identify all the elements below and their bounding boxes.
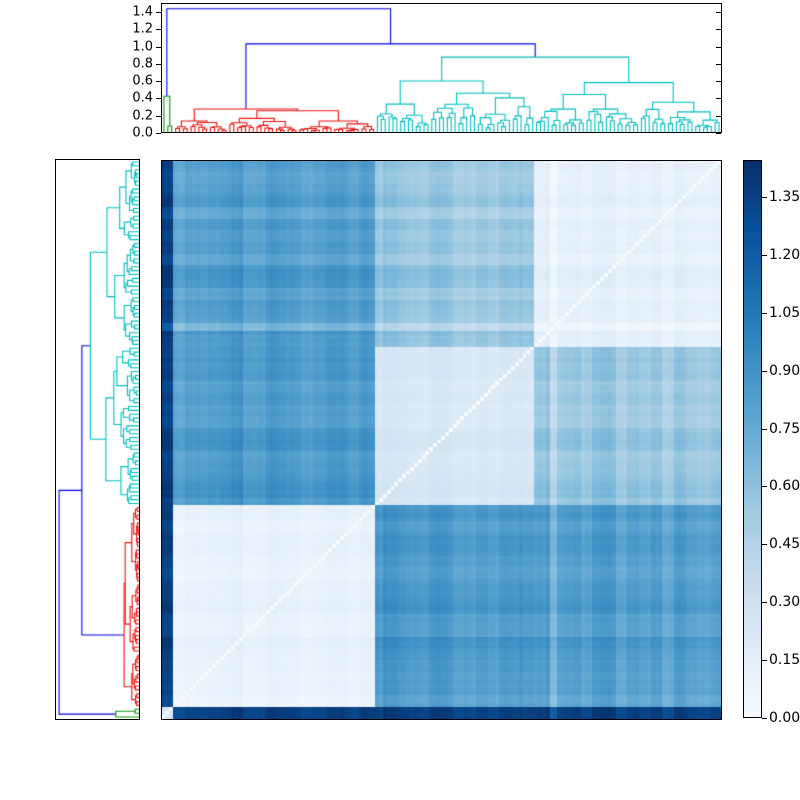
- top-dendrogram-tick-label: 1.2: [132, 21, 153, 37]
- top-dendrogram-tick-label: 1.0: [132, 39, 153, 55]
- top-dendrogram-tick-mark: [156, 81, 161, 83]
- colorbar-tick-mark: [762, 486, 767, 488]
- top-dendrogram-tick-mark: [156, 115, 161, 117]
- colorbar-tick-mark: [762, 254, 767, 256]
- colorbar-tick-label: 1.20: [769, 246, 800, 263]
- top-dendrogram-canvas: [162, 4, 721, 132]
- colorbar-tick-mark: [762, 660, 767, 662]
- top-dendrogram-tick-mark: [716, 81, 721, 83]
- top-dendrogram-tick-mark: [156, 12, 161, 14]
- top-dendrogram-tick-mark: [716, 63, 721, 65]
- colorbar-tick-mark: [762, 718, 767, 719]
- colorbar-canvas: [744, 161, 761, 717]
- colorbar-tick-mark: [762, 370, 767, 372]
- colorbar-tick-label: 0.15: [769, 652, 800, 669]
- top-dendrogram-tick-mark: [156, 98, 161, 100]
- top-dendrogram-tick-mark: [716, 29, 721, 31]
- colorbar-tick-label: 0.45: [769, 536, 800, 553]
- heatmap-panel: [161, 160, 722, 720]
- top-dendrogram-tick-label: 1.4: [132, 4, 153, 20]
- top-dendrogram-tick-label: 0.6: [132, 73, 153, 89]
- left-dendrogram-canvas: [56, 160, 139, 719]
- distance-matrix-heatmap-canvas: [162, 161, 721, 719]
- top-dendrogram-tick-mark: [156, 133, 161, 134]
- top-dendrogram-tick-mark: [716, 133, 721, 134]
- top-dendrogram-tick-label: 0.4: [132, 90, 153, 106]
- top-dendrogram-tick-mark: [156, 63, 161, 65]
- colorbar-tick-label: 0.30: [769, 594, 800, 611]
- colorbar-tick-label: 0.90: [769, 362, 800, 379]
- top-dendrogram-panel: [161, 3, 722, 133]
- colorbar-tick-label: 1.35: [769, 189, 800, 206]
- top-dendrogram-tick-mark: [156, 46, 161, 48]
- top-dendrogram-tick-mark: [716, 46, 721, 48]
- colorbar-tick-mark: [762, 197, 767, 199]
- colorbar-tick-mark: [762, 544, 767, 546]
- colorbar-panel: [743, 160, 762, 718]
- top-dendrogram-tick-mark: [156, 29, 161, 31]
- colorbar-tick-mark: [762, 312, 767, 314]
- top-dendrogram-tick-label: 0.0: [132, 125, 153, 141]
- top-dendrogram-tick-mark: [716, 98, 721, 100]
- colorbar-tick-label: 0.60: [769, 478, 800, 495]
- colorbar-tick-label: 0.75: [769, 420, 800, 437]
- top-dendrogram-tick-label: 0.8: [132, 56, 153, 72]
- colorbar-tick-mark: [762, 428, 767, 430]
- colorbar-tick-label: 1.05: [769, 304, 800, 321]
- colorbar-tick-label: 0.00: [769, 710, 800, 726]
- left-dendrogram-panel: [55, 159, 140, 720]
- top-dendrogram-tick-label: 0.2: [132, 108, 153, 124]
- top-dendrogram-tick-mark: [716, 115, 721, 117]
- top-dendrogram-tick-mark: [716, 12, 721, 14]
- colorbar-tick-mark: [762, 602, 767, 604]
